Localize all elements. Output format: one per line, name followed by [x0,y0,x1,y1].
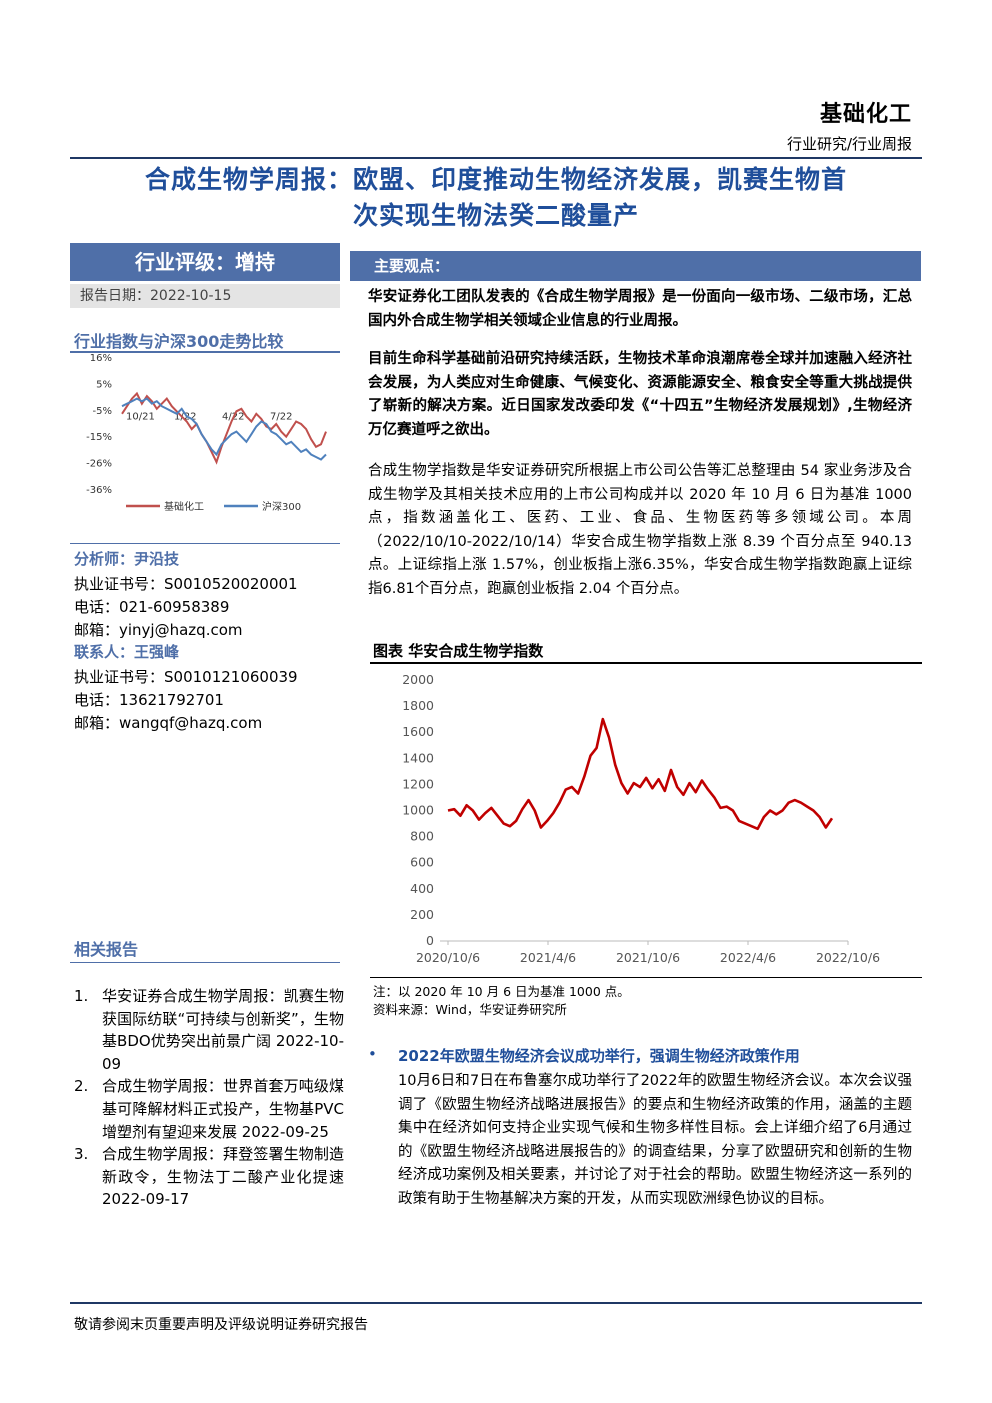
analyst-email[interactable]: 邮箱：yinyj@hazq.com [74,621,243,639]
y-tick-label: -15% [86,432,112,443]
y-tick-label: 600 [410,855,434,870]
x-tick-label: 2022/10/6 [816,950,880,965]
bullet-text: 10月6日和7日在布鲁塞尔成功举行了2022年的欧盟生物经济会议。本次会议强调了… [398,1073,912,1207]
index-compare-underline [70,351,340,353]
main-chart-title: 图表 华安合成生物学指数 [373,642,544,660]
x-tick-label: 1/22 [174,411,196,422]
header-divider [70,157,922,159]
viewpoint-para-1: 华安证券化工团队发表的《合成生物学周报》是一份面向一级市场、二级市场，汇总国内外… [368,289,912,329]
contact-cert: 执业证书号：S0010121060039 [74,668,298,686]
related-report-number: 1. [74,987,89,1005]
analyst-name: 分析师：尹沿技 [74,550,180,568]
contact-phone: 电话：13621792701 [74,691,224,709]
analyst-divider [70,543,340,544]
related-report-text: 华安证券合成生物学周报：凯赛生物获国际纺联“可持续与创新奖”，生物基BDO优势突… [102,987,344,1073]
report-title: 合成生物学周报：欧盟、印度推动生物经济发展，凯赛生物首 次实现生物法癸二酸量产 [70,162,922,234]
y-tick-label: 1800 [402,698,434,713]
analyst-cert: 执业证书号：S0010520020001 [74,575,298,593]
y-tick-label: 400 [410,881,434,896]
y-tick-label: 1400 [402,750,434,765]
industry-name: 基础化工 [819,102,912,127]
index-line [447,717,834,831]
related-report-item[interactable]: 2. 合成生物学周报：世界首套万吨级煤基可降解材料正式投产，生物基PVC增塑剂有… [74,1075,344,1143]
main-chart-title-line [370,662,922,664]
y-tick-label: 1600 [402,724,434,739]
related-report-number: 2. [74,1077,89,1096]
related-report-text: 合成生物学周报：拜登签署生物制造新政令，生物法丁二酸产业化提速 2022-09-… [102,1145,344,1209]
x-tick-label: 10/21 [126,411,155,422]
y-tick-label: 0 [426,933,434,948]
related-report-item[interactable]: 3. 合成生物学周报：拜登签署生物制造新政令，生物法丁二酸产业化提速 2022-… [74,1143,344,1211]
main-chart-bottom-line [370,977,922,978]
footer-divider [70,1302,922,1304]
footer-disclaimer: 敬请参阅末页重要声明及评级说明证券研究报告 [74,1317,368,1333]
y-tick-label: 2000 [402,672,434,687]
bullet-heading: 2022年欧盟生物经济会议成功举行，强调生物经济政策作用 [398,1047,800,1065]
related-report-list: 1. 华安证券合成生物学周报：凯赛生物获国际纺联“可持续与创新奖”，生物基BDO… [74,985,344,1211]
index-compare-chart: 16%5%-5%-15%-26%-36% 10/21 1/22 4/22 7/22 基… [86,353,327,513]
report-type: 行业研究/行业周报 [786,135,912,153]
title-line-2: 次实现生物法癸二酸量产 [352,201,639,230]
legend-label: 基础化工 [164,500,204,513]
main-viewpoint-bar: 主要观点： [350,251,921,281]
related-report-text: 合成生物学周报：世界首套万吨级煤基可降解材料正式投产，生物基PVC增塑剂有望迎来… [102,1077,344,1141]
x-tick-label: 7/22 [270,411,292,422]
title-line-1: 合成生物学周报：欧盟、印度推动生物经济发展，凯赛生物首 [144,165,847,194]
x-tick-label: 2020/10/6 [416,950,480,965]
chart-source: 资料来源：Wind，华安证券研究所 [373,1002,567,1017]
legend-label: 沪深300 [262,500,301,513]
x-tick-label: 2021/4/6 [520,950,576,965]
y-tick-label: -26% [86,459,112,470]
x-tick-label: 2022/4/6 [720,950,776,965]
y-tick-label: 1000 [402,803,434,818]
y-tick-label: 200 [410,907,434,922]
bullet-dot: • [368,1045,377,1063]
y-tick-label: 1200 [402,776,434,791]
related-heading: 相关报告 [74,940,139,959]
y-tick-label: 800 [410,829,434,844]
viewpoint-para-2: 目前生命科学基础前沿研究持续活跃，生物技术革命浪潮席卷全球并加速融入经济社会发展… [368,351,912,438]
y-tick-label: -5% [93,406,112,417]
y-tick-label: 5% [96,379,112,390]
viewpoint-para-3: 合成生物学指数是华安证券研究所根据上市公司公告等汇总整理由 54 家业务涉及合成… [368,463,912,597]
contact-name: 联系人：王强峰 [74,643,180,661]
related-underline [70,962,340,963]
related-report-item[interactable]: 1. 华安证券合成生物学周报：凯赛生物获国际纺联“可持续与创新奖”，生物基BDO… [74,985,344,1075]
industry-rating: 行业评级：增持 [70,243,340,281]
analyst-phone: 电话：021-60958389 [74,598,230,616]
series-line [121,397,327,461]
y-tick-label: -36% [86,485,112,496]
x-tick-label: 2021/10/6 [616,950,680,965]
contact-email[interactable]: 邮箱：wangqf@hazq.com [74,714,263,732]
y-tick-label: 16% [90,353,112,364]
index-compare-heading: 行业指数与沪深300走势比较 [74,332,284,351]
report-date: 报告日期：2022-10-15 [70,284,340,308]
chart-note: 注：以 2020 年 10 月 6 日为基准 1000 点。 [373,984,630,999]
related-report-number: 3. [74,1145,89,1164]
